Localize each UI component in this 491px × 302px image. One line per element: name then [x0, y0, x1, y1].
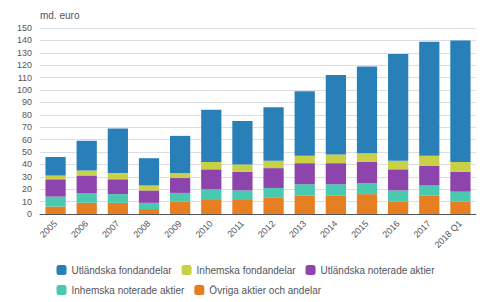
svg-text:2011: 2011: [225, 218, 246, 239]
svg-text:150: 150: [17, 23, 32, 33]
svg-text:110: 110: [18, 73, 32, 83]
svg-text:2018 Q1: 2018 Q1: [433, 218, 464, 249]
svg-text:2017: 2017: [412, 218, 433, 239]
svg-text:2012: 2012: [256, 218, 277, 239]
svg-text:30: 30: [22, 172, 32, 182]
svg-text:120: 120: [17, 60, 32, 70]
svg-text:2015: 2015: [349, 218, 370, 239]
svg-text:Inhemska noterade aktier: Inhemska noterade aktier: [72, 285, 186, 296]
svg-text:2013: 2013: [287, 218, 308, 239]
svg-text:Utländska noterade aktier: Utländska noterade aktier: [321, 265, 436, 276]
svg-text:70: 70: [22, 122, 32, 132]
svg-text:90: 90: [22, 97, 32, 107]
svg-text:0: 0: [27, 209, 32, 219]
svg-text:2005: 2005: [38, 218, 59, 239]
svg-text:2014: 2014: [318, 218, 339, 239]
svg-text:2016: 2016: [380, 218, 401, 239]
svg-text:140: 140: [17, 35, 32, 45]
svg-text:2009: 2009: [162, 218, 183, 239]
svg-text:2010: 2010: [194, 218, 215, 239]
svg-text:10: 10: [22, 197, 32, 207]
svg-text:40: 40: [22, 159, 32, 169]
svg-text:Utländska fondandelar: Utländska fondandelar: [72, 265, 173, 276]
svg-text:80: 80: [22, 110, 32, 120]
svg-text:130: 130: [17, 48, 32, 58]
svg-text:50: 50: [22, 147, 32, 157]
svg-text:2006: 2006: [69, 218, 90, 239]
svg-text:100: 100: [17, 85, 32, 95]
svg-text:md. euro: md. euro: [40, 10, 80, 21]
svg-text:Inhemska fondandelar: Inhemska fondandelar: [197, 265, 297, 276]
svg-text:2008: 2008: [131, 218, 152, 239]
svg-text:Övriga aktier och andelar: Övriga aktier och andelar: [209, 285, 321, 296]
svg-text:20: 20: [22, 184, 32, 194]
svg-text:2007: 2007: [100, 218, 121, 239]
svg-text:60: 60: [22, 135, 32, 145]
